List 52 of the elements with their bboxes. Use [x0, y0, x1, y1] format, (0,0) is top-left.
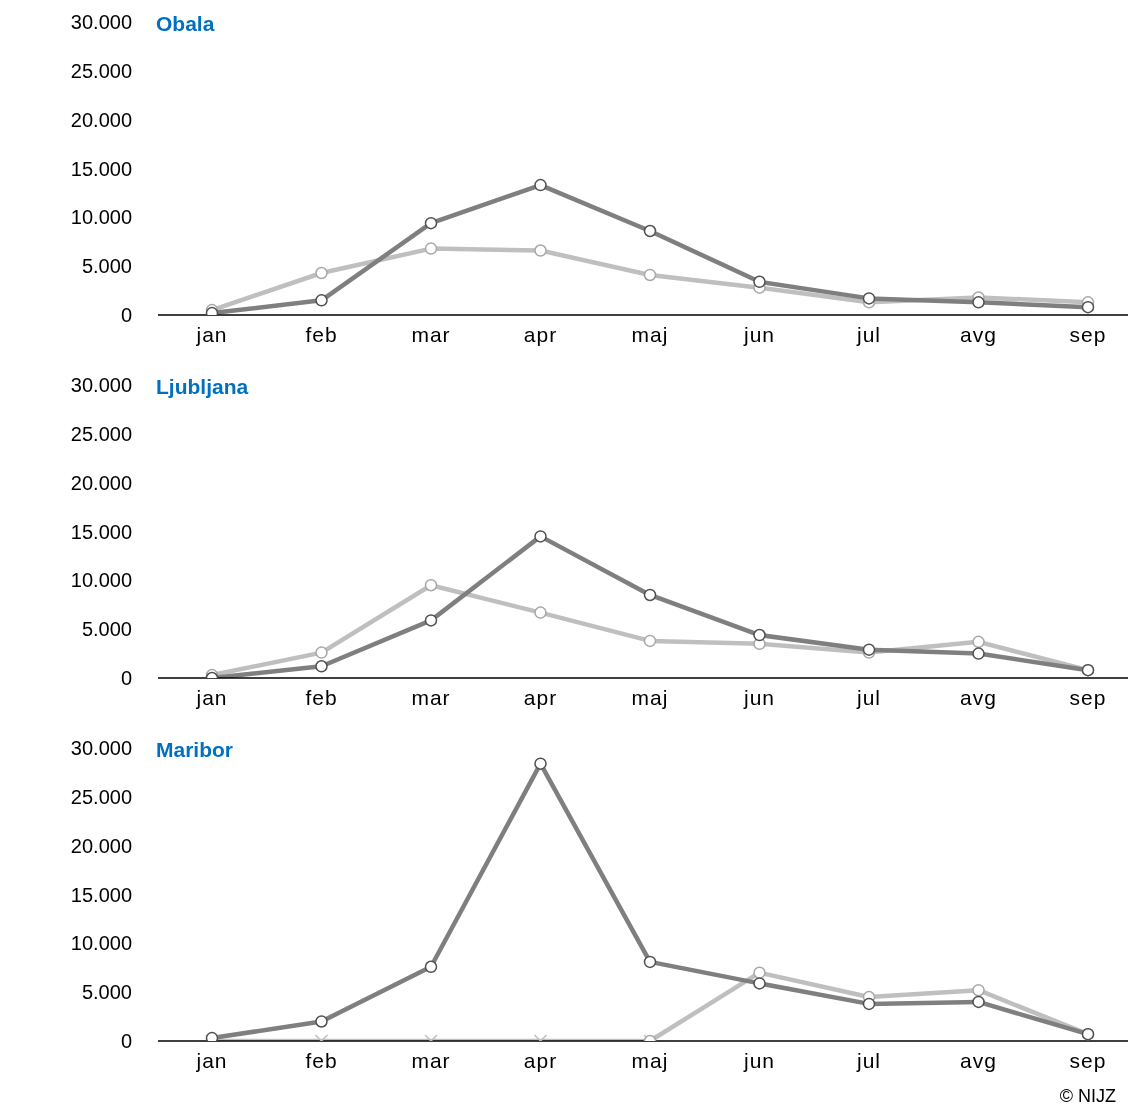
text: © NIJZ [1059, 1086, 1116, 1107]
chart-title: Maribor [156, 738, 234, 762]
y-tick-label: 0 [120, 667, 132, 690]
x-tick-label: feb [305, 685, 338, 709]
y-tick-label: 25.000 [70, 785, 132, 808]
y-tick-label: 5.000 [81, 618, 132, 641]
y-tick-label: 0 [120, 1030, 132, 1053]
y-tick-label: 20.000 [70, 471, 132, 494]
x-tick-label: apr [523, 322, 558, 346]
y-tick-label: 20.000 [70, 834, 132, 857]
x-tick-label: apr [523, 685, 558, 709]
x-tick-label: jul [855, 685, 882, 709]
y-tick-label: 0 [120, 304, 132, 327]
x-tick-label: sep [1069, 1048, 1107, 1072]
y-tick-label: 15.000 [70, 883, 132, 906]
x-tick-label: avg [960, 322, 997, 346]
y-tick-label: 15.000 [70, 520, 132, 543]
x-tick-label: jan [195, 1048, 228, 1072]
x-tick-label: jun [742, 685, 776, 709]
y-tick-label: 10.000 [70, 569, 132, 592]
y-tick-label: 10.000 [70, 932, 132, 955]
x-tick-label: sep [1069, 685, 1107, 709]
x-tick-label: mar [411, 685, 451, 709]
y-tick-label: 5.000 [81, 981, 132, 1004]
y-tick-label: 25.000 [70, 422, 132, 445]
x-tick-label: feb [305, 322, 338, 346]
x-tick-label: avg [960, 685, 997, 709]
x-tick-label: maj [631, 1048, 669, 1072]
x-tick-label: apr [523, 1048, 558, 1072]
x-tick-label: jun [742, 322, 776, 346]
x-tick-label: maj [631, 685, 669, 709]
y-tick-label: 15.000 [70, 157, 132, 180]
x-tick-label: maj [631, 322, 669, 346]
x-tick-label: jul [855, 322, 882, 346]
y-tick-label: 25.000 [70, 59, 132, 82]
x-tick-label: jun [742, 1048, 776, 1072]
y-tick-label: 20.000 [70, 108, 132, 131]
x-tick-label: sep [1069, 322, 1107, 346]
x-tick-label: jan [195, 685, 228, 709]
y-tick-label: 30.000 [70, 11, 132, 34]
x-tick-label: feb [305, 1048, 338, 1072]
x-tick-label: mar [411, 322, 451, 346]
y-tick-label: 30.000 [70, 737, 132, 760]
y-tick-label: 5.000 [81, 255, 132, 278]
x-tick-label: jul [855, 1048, 882, 1072]
y-tick-label: 10.000 [70, 206, 132, 229]
x-tick-label: mar [411, 1048, 451, 1072]
chart-title: Ljubljana [156, 375, 249, 399]
y-tick-label: 30.000 [70, 374, 132, 397]
x-tick-label: jan [195, 322, 228, 346]
chart-title: Obala [156, 12, 215, 36]
x-tick-label: avg [960, 1048, 997, 1072]
